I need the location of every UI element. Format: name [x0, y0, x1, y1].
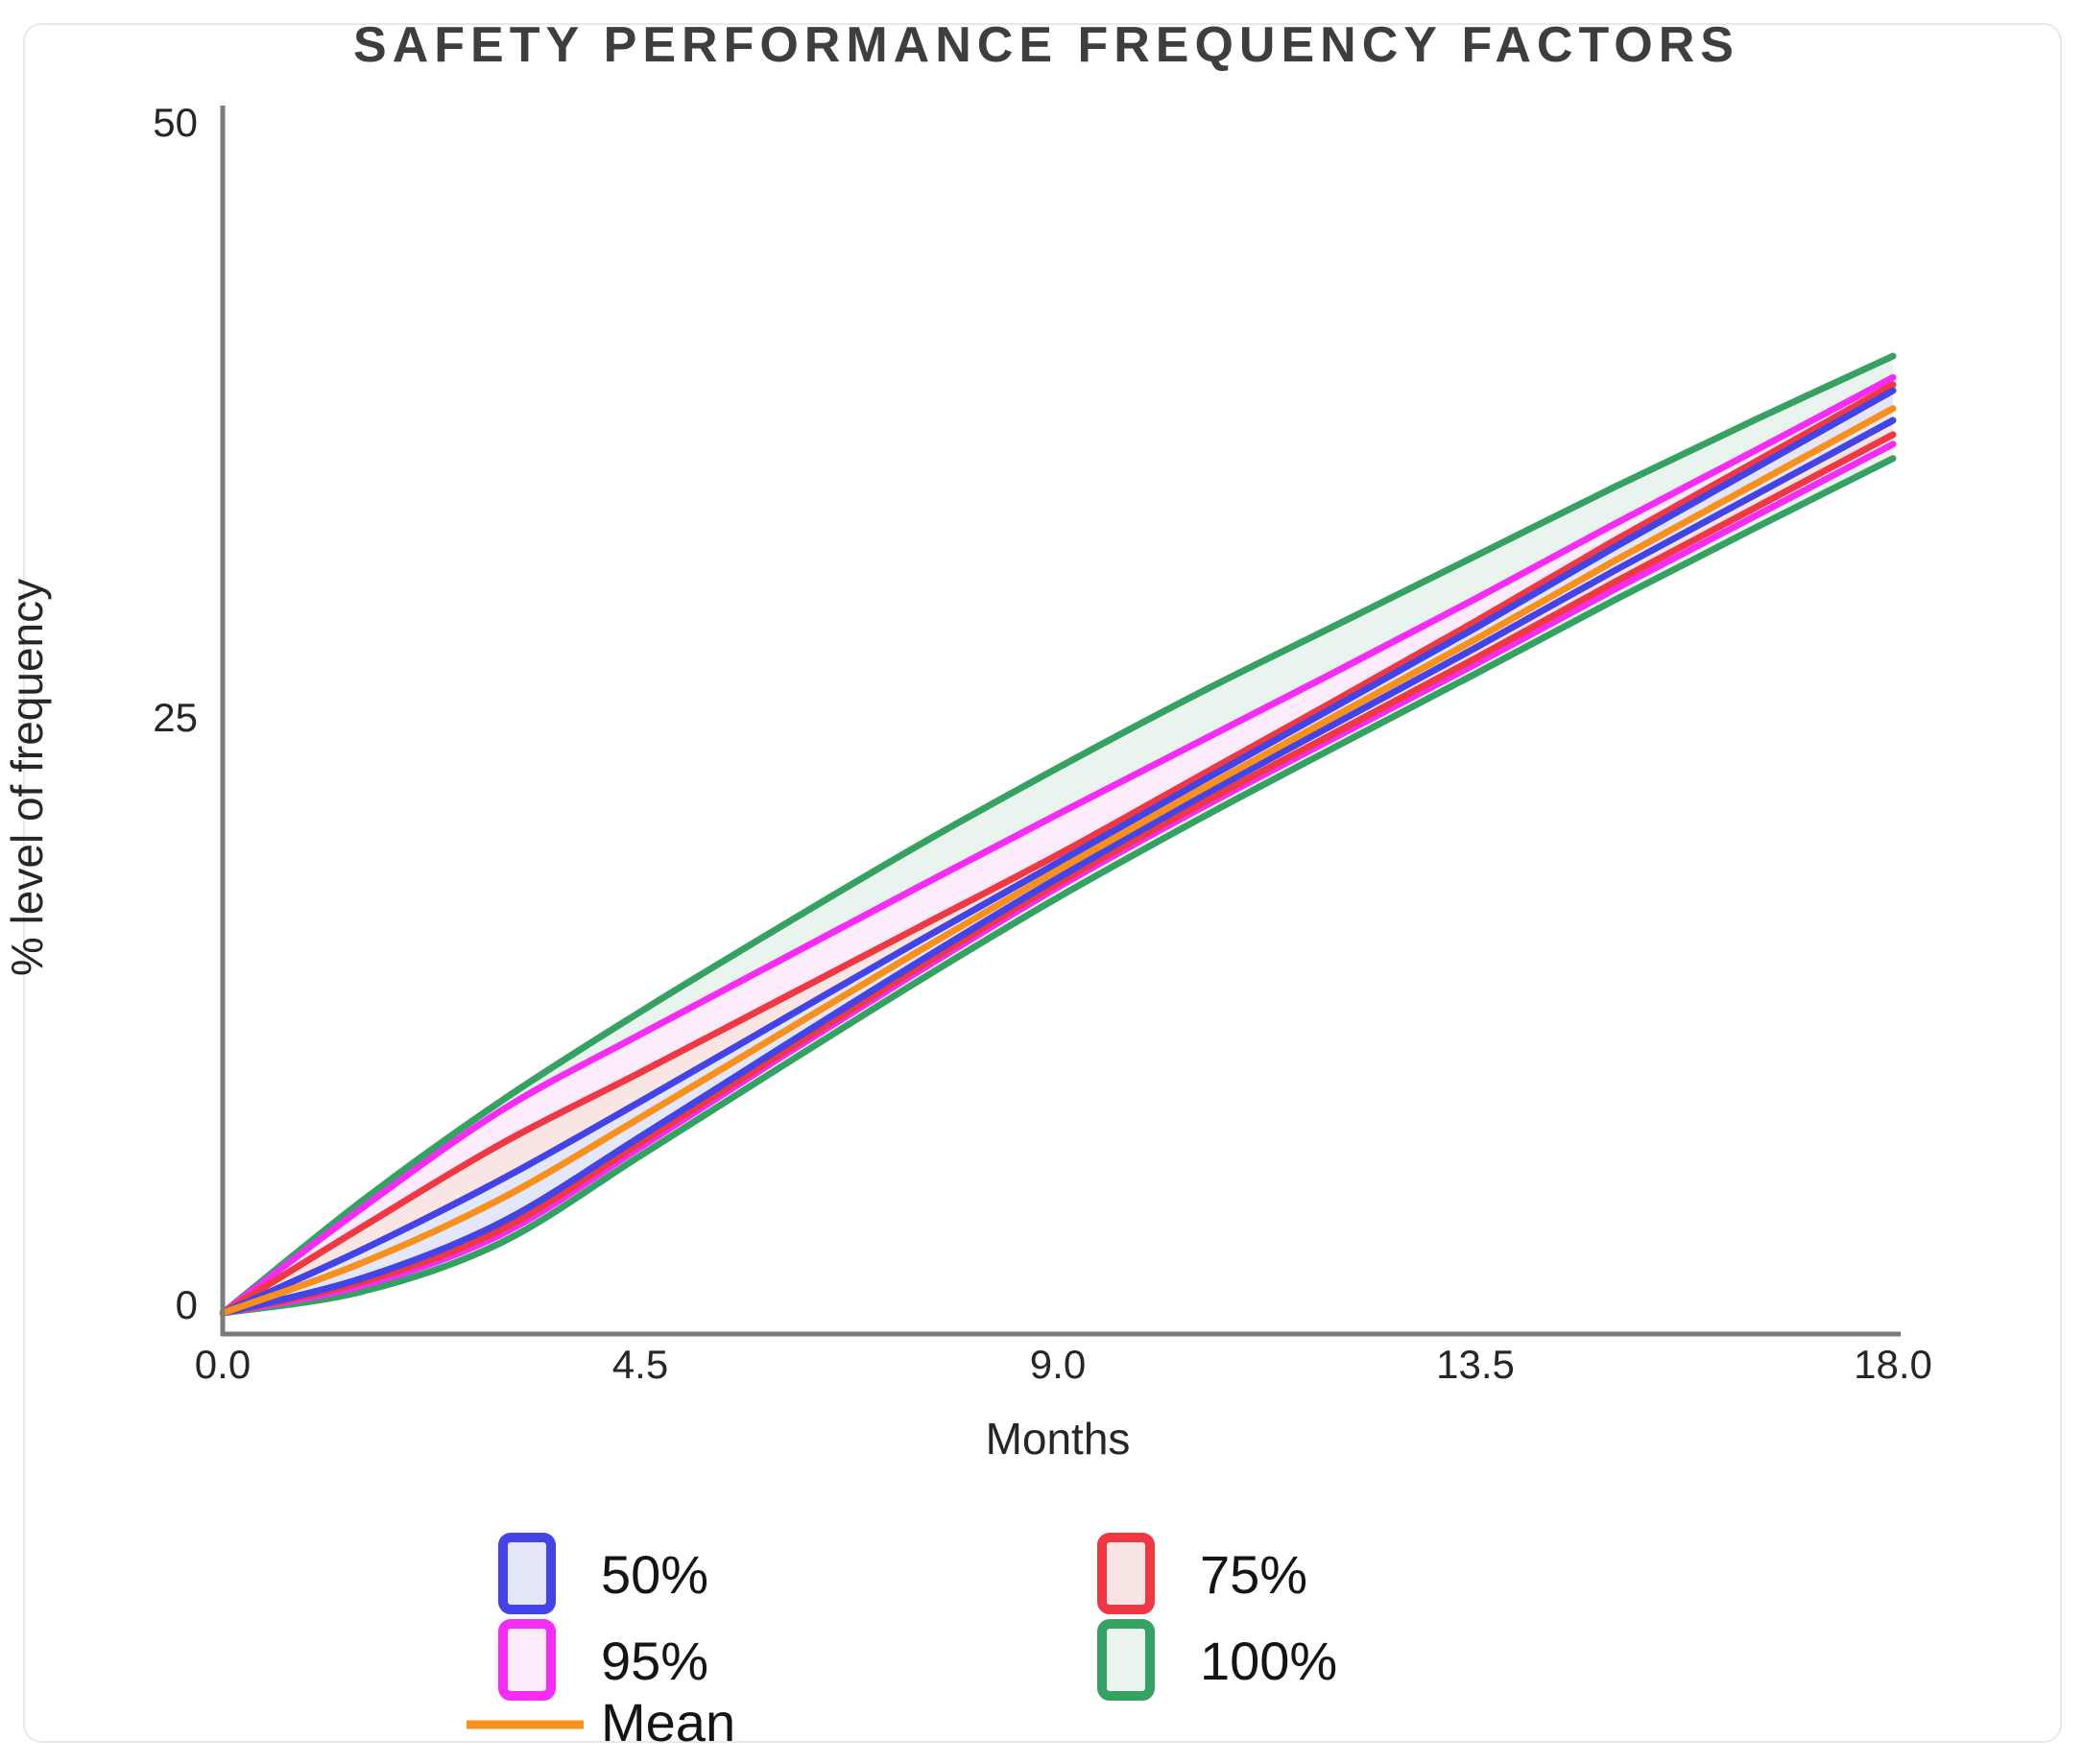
x-axis-label: Months [986, 1414, 1131, 1464]
legend-item-95pct: 95% [498, 1619, 708, 1701]
band-95pct-lower-line [219, 441, 1897, 1317]
x-tick-label-9-0: 9.0 [1030, 1342, 1086, 1387]
legend-swatch-100pct [1097, 1619, 1155, 1701]
mean-line [219, 405, 1897, 1317]
y-tick-label-50: 50 [153, 100, 198, 145]
band-100pct-lower-line [219, 455, 1897, 1317]
legend-swatch-50pct [498, 1533, 556, 1614]
legend-item-75pct: 75% [1097, 1533, 1307, 1614]
confidence-bands [219, 352, 1897, 1317]
legend-swatch-75pct [1097, 1533, 1155, 1614]
band-75pct-lower-line [219, 431, 1897, 1317]
legend-label-75pct: 75% [1200, 1544, 1307, 1605]
x-tick-label-18-0: 18.0 [1854, 1342, 1932, 1387]
x-tick-label-4-5: 4.5 [612, 1342, 668, 1387]
legend-label-95pct: 95% [601, 1631, 708, 1691]
y-tick-label-0: 0 [176, 1282, 198, 1327]
legend-label-mean: Mean [601, 1692, 735, 1752]
band-95pct-upper-line [219, 373, 1897, 1317]
figure-border [23, 23, 2062, 1743]
band-100pct-upper-line [219, 352, 1897, 1317]
x-tick-label-13-5: 13.5 [1436, 1342, 1515, 1387]
y-tick-label-25: 25 [153, 695, 198, 740]
legend-item-mean: Mean [467, 1692, 735, 1752]
y-axis-label: % level of frequency [2, 579, 52, 976]
band-75pct-upper-line [219, 381, 1897, 1317]
x-tick-label-0: 0.0 [195, 1342, 251, 1387]
band-50pct-lower-line [219, 417, 1897, 1317]
legend-swatch-95pct [498, 1619, 556, 1701]
chart-title: SAFETY PERFORMANCE FREQUENCY FACTORS [353, 17, 1739, 73]
legend: 50% 75% 95% 100% Mean [467, 1533, 1337, 1752]
band-50pct-upper-line [219, 387, 1897, 1317]
legend-label-50pct: 50% [601, 1544, 708, 1605]
legend-item-100pct: 100% [1097, 1619, 1337, 1701]
legend-item-50pct: 50% [498, 1533, 708, 1614]
legend-label-100pct: 100% [1200, 1631, 1337, 1691]
band-75pct-fill [223, 384, 1893, 1313]
